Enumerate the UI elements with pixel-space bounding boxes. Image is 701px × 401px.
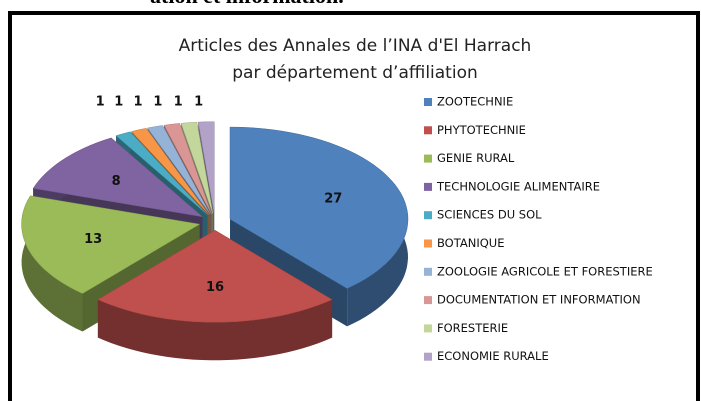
- legend-label: PHYTOTECHNIE: [437, 123, 526, 137]
- legend-label: BOTANIQUE: [437, 236, 504, 250]
- legend-label: GENIE RURAL: [437, 151, 515, 165]
- legend-swatch: [424, 296, 432, 305]
- slice-wall: [97, 299, 333, 361]
- slice: [229, 126, 409, 289]
- legend-swatch: [424, 182, 432, 191]
- legend-swatch: [424, 98, 432, 106]
- data-label: 1: [194, 95, 203, 110]
- legend-swatch: [424, 324, 432, 333]
- data-label: 1: [96, 95, 105, 110]
- caption-fragment: ation et information.: [150, 0, 344, 8]
- slice: [131, 128, 209, 215]
- legend-swatch: [424, 154, 432, 163]
- legend-label: FORESTERIE: [437, 321, 508, 335]
- slice: [180, 121, 214, 214]
- chart-title: Articles des Annales de l’INA d'El Harra…: [179, 36, 532, 56]
- legend-label: DOCUMENTATION ET INFORMATION: [437, 293, 641, 307]
- data-label: 8: [112, 174, 121, 189]
- legend-label: TECHNOLOGIE ALIMENTAIRE: [436, 179, 600, 193]
- slice-wall: [21, 195, 83, 332]
- data-label: 1: [174, 95, 183, 110]
- data-label: 16: [206, 280, 224, 295]
- data-label: 27: [324, 192, 342, 207]
- slice: [115, 131, 208, 215]
- slice: [147, 125, 211, 215]
- legend-label: ZOOTECHNIE: [437, 95, 513, 109]
- data-label: 1: [134, 95, 143, 110]
- slice: [32, 137, 204, 218]
- data-label: 13: [84, 232, 102, 247]
- slice: [97, 230, 333, 323]
- slice: [163, 123, 212, 215]
- legend-label: SCIENCES DU SOL: [437, 208, 542, 222]
- legend-swatch: [424, 126, 432, 135]
- legend-swatch: [424, 352, 432, 361]
- data-label: 1: [114, 95, 123, 110]
- data-label: 1: [153, 95, 162, 110]
- legend-label: ECONOMIE RURALE: [437, 349, 549, 363]
- legend-label: ZOOLOGIE AGRICOLE ET FORESTIERE: [437, 264, 653, 278]
- slice: [198, 121, 215, 214]
- slice: [21, 195, 201, 294]
- legend-swatch: [424, 239, 432, 248]
- chart-title: par département d’affiliation: [232, 63, 478, 83]
- legend-swatch: [424, 267, 432, 276]
- legend-swatch: [424, 211, 432, 220]
